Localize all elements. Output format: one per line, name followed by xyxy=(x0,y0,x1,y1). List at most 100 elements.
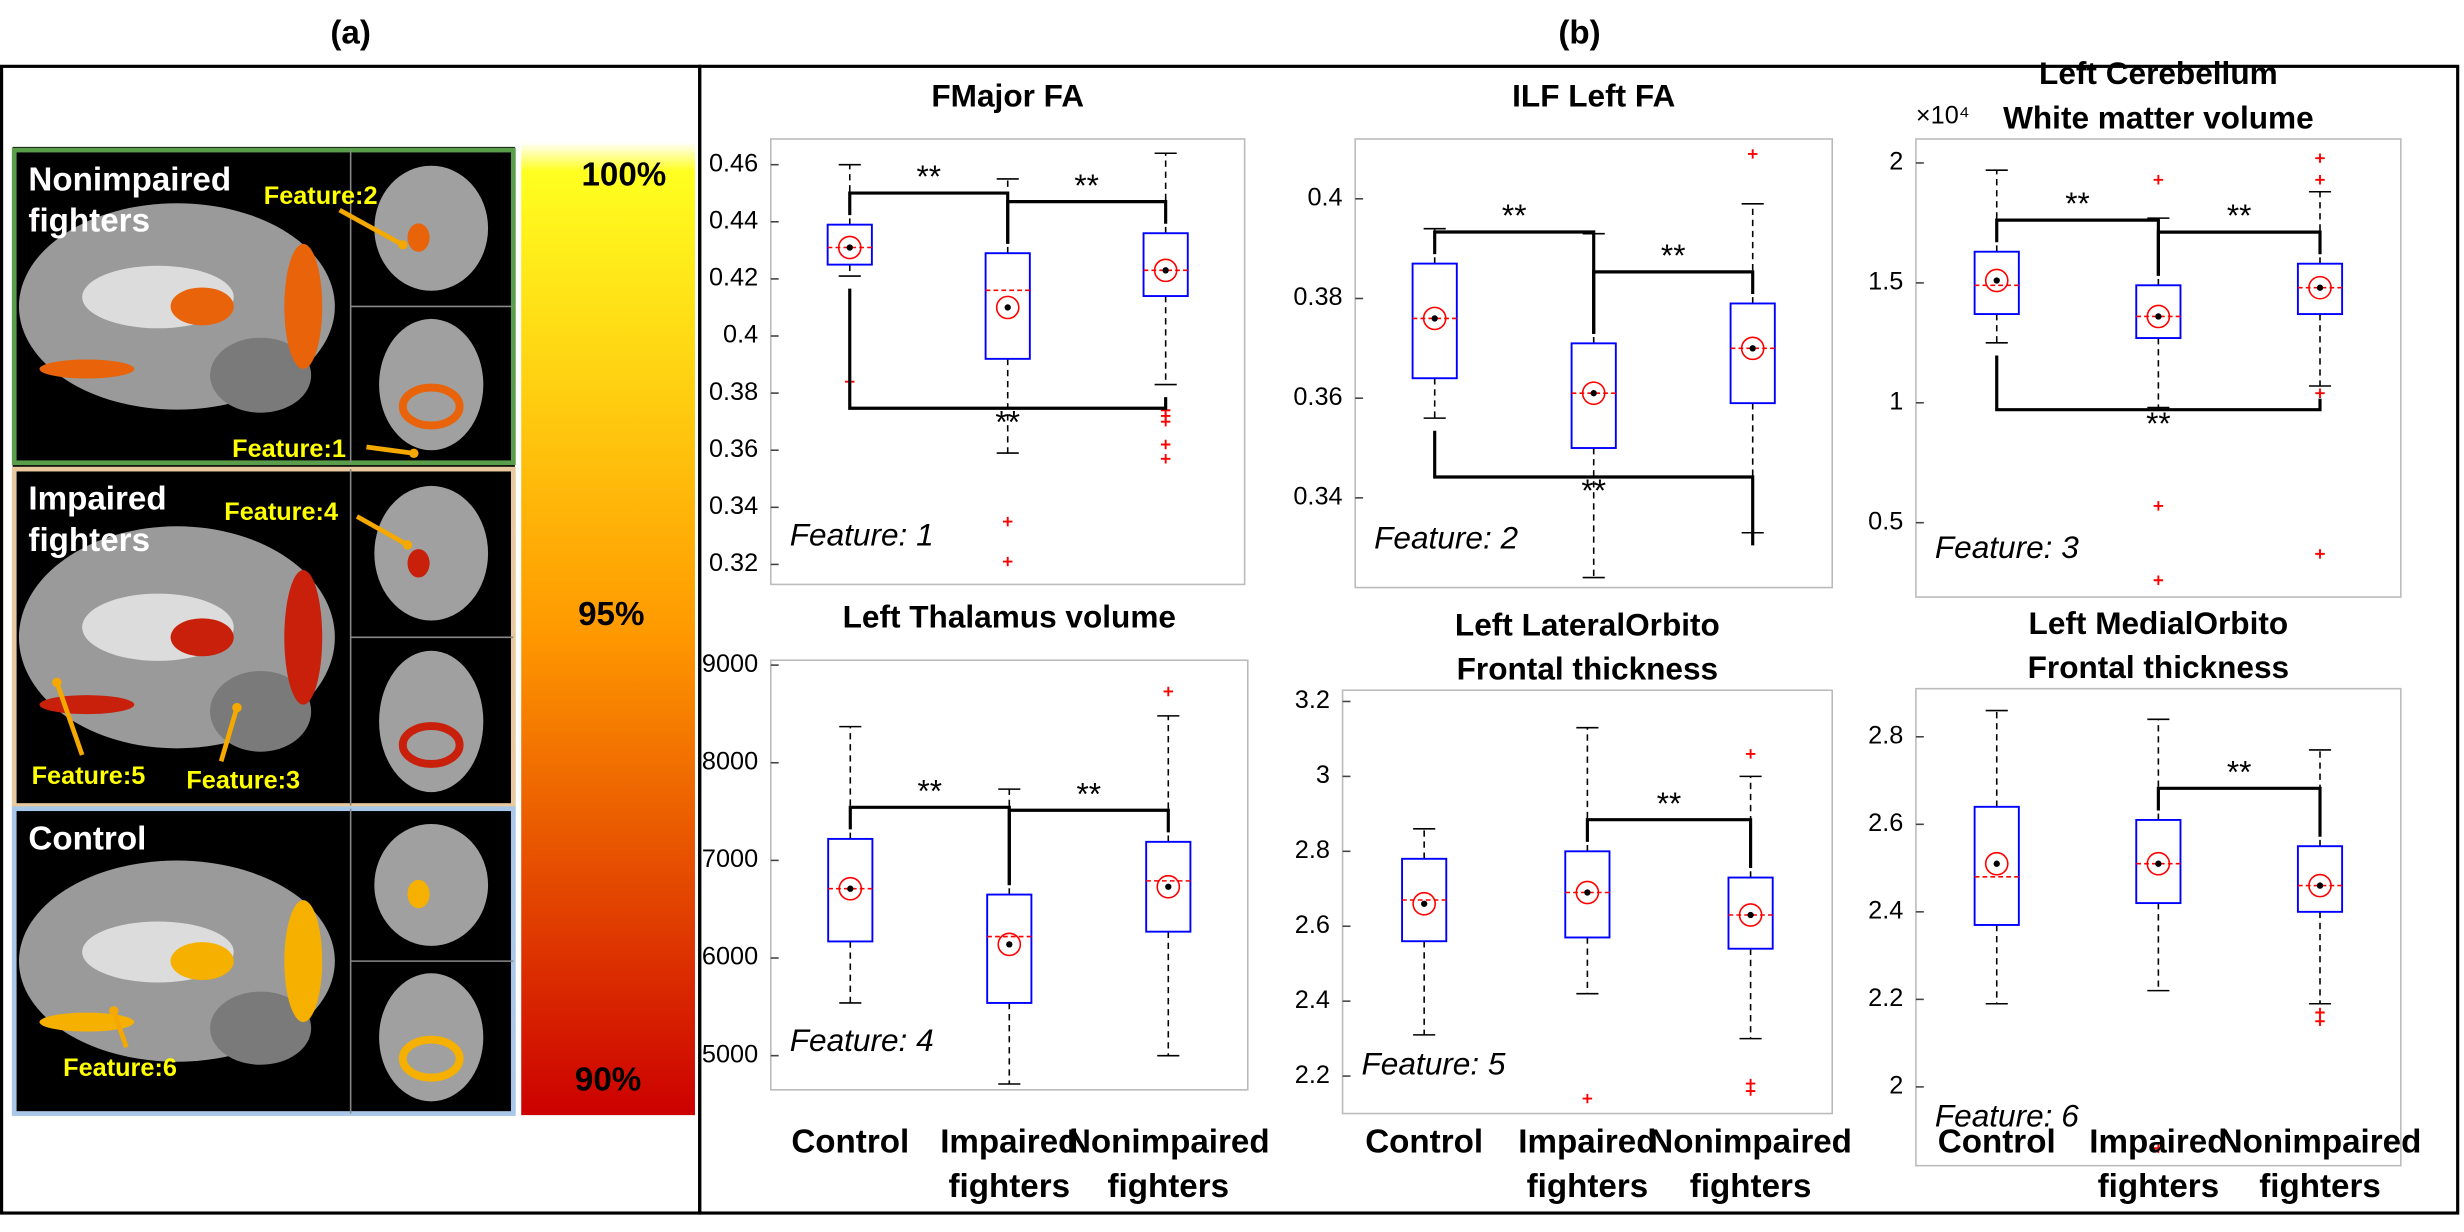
outlier xyxy=(2315,549,2325,559)
mean-ring xyxy=(1581,381,1606,406)
mean-ring xyxy=(838,876,863,901)
significance-bracket xyxy=(1592,270,1755,334)
feature-arrow xyxy=(218,706,240,762)
significance-label: ** xyxy=(1661,237,1686,273)
activation-blob xyxy=(284,900,323,1023)
box xyxy=(2135,818,2182,905)
axial-brain xyxy=(379,650,484,793)
x-tick-label: Nonimpaired fighters xyxy=(2219,1123,2422,1204)
y-tick-label: 0.32 xyxy=(709,549,758,577)
box xyxy=(826,223,873,266)
y-tick-label: 0.42 xyxy=(709,264,758,292)
panel-b-frame xyxy=(698,64,2460,1215)
y-tick-label: 0.36 xyxy=(709,435,758,463)
y-tick-label: 2.4 xyxy=(1295,986,1330,1014)
mean-dot xyxy=(1162,267,1169,274)
plot-frame xyxy=(1341,689,1833,1115)
feature-annotation: Feature: 2 xyxy=(1374,520,1518,556)
mean-ring xyxy=(995,295,1020,320)
outlier xyxy=(1002,556,1013,567)
y-tick-label: 2.8 xyxy=(1868,721,1903,749)
significance-bracket xyxy=(848,191,1010,244)
significance-label: ** xyxy=(995,403,1020,439)
outlier xyxy=(1160,416,1171,427)
mean-dot xyxy=(846,244,853,251)
mean-dot xyxy=(1993,860,2000,867)
outlier xyxy=(1582,1093,1593,1104)
activation-blob xyxy=(170,942,234,981)
significance-bracket xyxy=(2156,786,2322,837)
plot-frame xyxy=(770,138,1246,586)
arrow-head xyxy=(409,448,419,459)
box xyxy=(1401,857,1448,943)
cerebellum xyxy=(210,337,312,413)
y-tick-label: 7000 xyxy=(702,845,758,873)
significance-bracket xyxy=(1995,355,2322,412)
y-tick-label: 0.38 xyxy=(709,378,758,406)
feature-arrow xyxy=(338,207,404,247)
mean-ring xyxy=(837,235,862,260)
chart-title: ILF Left FA xyxy=(1512,77,1675,113)
box xyxy=(1729,302,1776,405)
mean-dot xyxy=(1993,277,2000,284)
mean-ring xyxy=(1575,880,1600,905)
y-tick-label: 3.2 xyxy=(1295,686,1330,714)
box xyxy=(1727,876,1774,950)
y-tick-label: 5000 xyxy=(702,1040,758,1068)
box xyxy=(1564,850,1611,939)
mean-dot xyxy=(1004,304,1011,311)
box xyxy=(2135,284,2182,339)
y-tick-label: 9000 xyxy=(702,650,758,678)
colorbar xyxy=(521,142,695,1116)
y-tick-label: 2 xyxy=(1889,148,1903,176)
y-tick-label: 6000 xyxy=(702,943,758,971)
outlier xyxy=(2315,1016,2325,1026)
y-tick-label: 2 xyxy=(1889,1072,1903,1100)
feature-annotation: Feature: 3 xyxy=(1935,529,2079,565)
y-tick-label: 1.5 xyxy=(1868,268,1903,296)
y-tick-label: 0.38 xyxy=(1293,283,1342,311)
chart-title: FMajor FA xyxy=(931,77,1084,113)
significance-label: ** xyxy=(1074,167,1099,203)
mean-ring xyxy=(1422,306,1447,331)
mean-ring xyxy=(1984,851,2009,876)
y-tick-label: 1 xyxy=(1889,387,1903,415)
x-tick-label: Impaired fighters xyxy=(940,1123,1078,1204)
outlier xyxy=(1745,1086,1756,1096)
x-tick-label: Nonimpaired fighters xyxy=(1649,1123,1852,1204)
coronal-brain xyxy=(374,165,489,291)
colorbar-label: 100% xyxy=(581,157,666,194)
y-tick-label: 2.6 xyxy=(1868,809,1903,837)
mean-ring xyxy=(1412,891,1437,916)
panel-label: (b) xyxy=(1558,15,1600,52)
significance-bracket xyxy=(848,805,1011,886)
activation-blob xyxy=(407,879,430,909)
box xyxy=(1142,232,1189,297)
box xyxy=(1973,250,2020,316)
y-tick-label: 2.2 xyxy=(1295,1061,1330,1089)
x-tick-label: Impaired fighters xyxy=(1518,1123,1656,1204)
feature-arrow xyxy=(111,1010,129,1048)
significance-bracket xyxy=(1007,808,1170,886)
outlier xyxy=(2315,388,2325,398)
y-tick-label: 0.44 xyxy=(709,206,758,234)
activation-blob xyxy=(39,359,135,379)
y-tick-label: 0.4 xyxy=(1307,183,1342,211)
mean-dot xyxy=(1431,315,1438,322)
y-tick-label: 0.34 xyxy=(709,492,758,520)
outlier xyxy=(2315,175,2325,185)
mean-dot xyxy=(1747,911,1754,919)
feature-label: Feature:2 xyxy=(264,182,378,210)
outlier xyxy=(2153,501,2164,511)
feature-arrow xyxy=(355,514,409,547)
activation-blob xyxy=(407,549,430,578)
activation-blob xyxy=(407,223,430,252)
plot-frame xyxy=(1915,687,2402,1167)
feature-label: Feature:4 xyxy=(224,498,338,526)
mean-dot xyxy=(1749,345,1756,352)
box xyxy=(1570,342,1617,449)
x-tick-label: Impaired fighters xyxy=(2089,1123,2227,1204)
outlier xyxy=(2315,1007,2325,1018)
arrow-head xyxy=(108,1006,119,1016)
mean-dot xyxy=(1590,390,1597,397)
